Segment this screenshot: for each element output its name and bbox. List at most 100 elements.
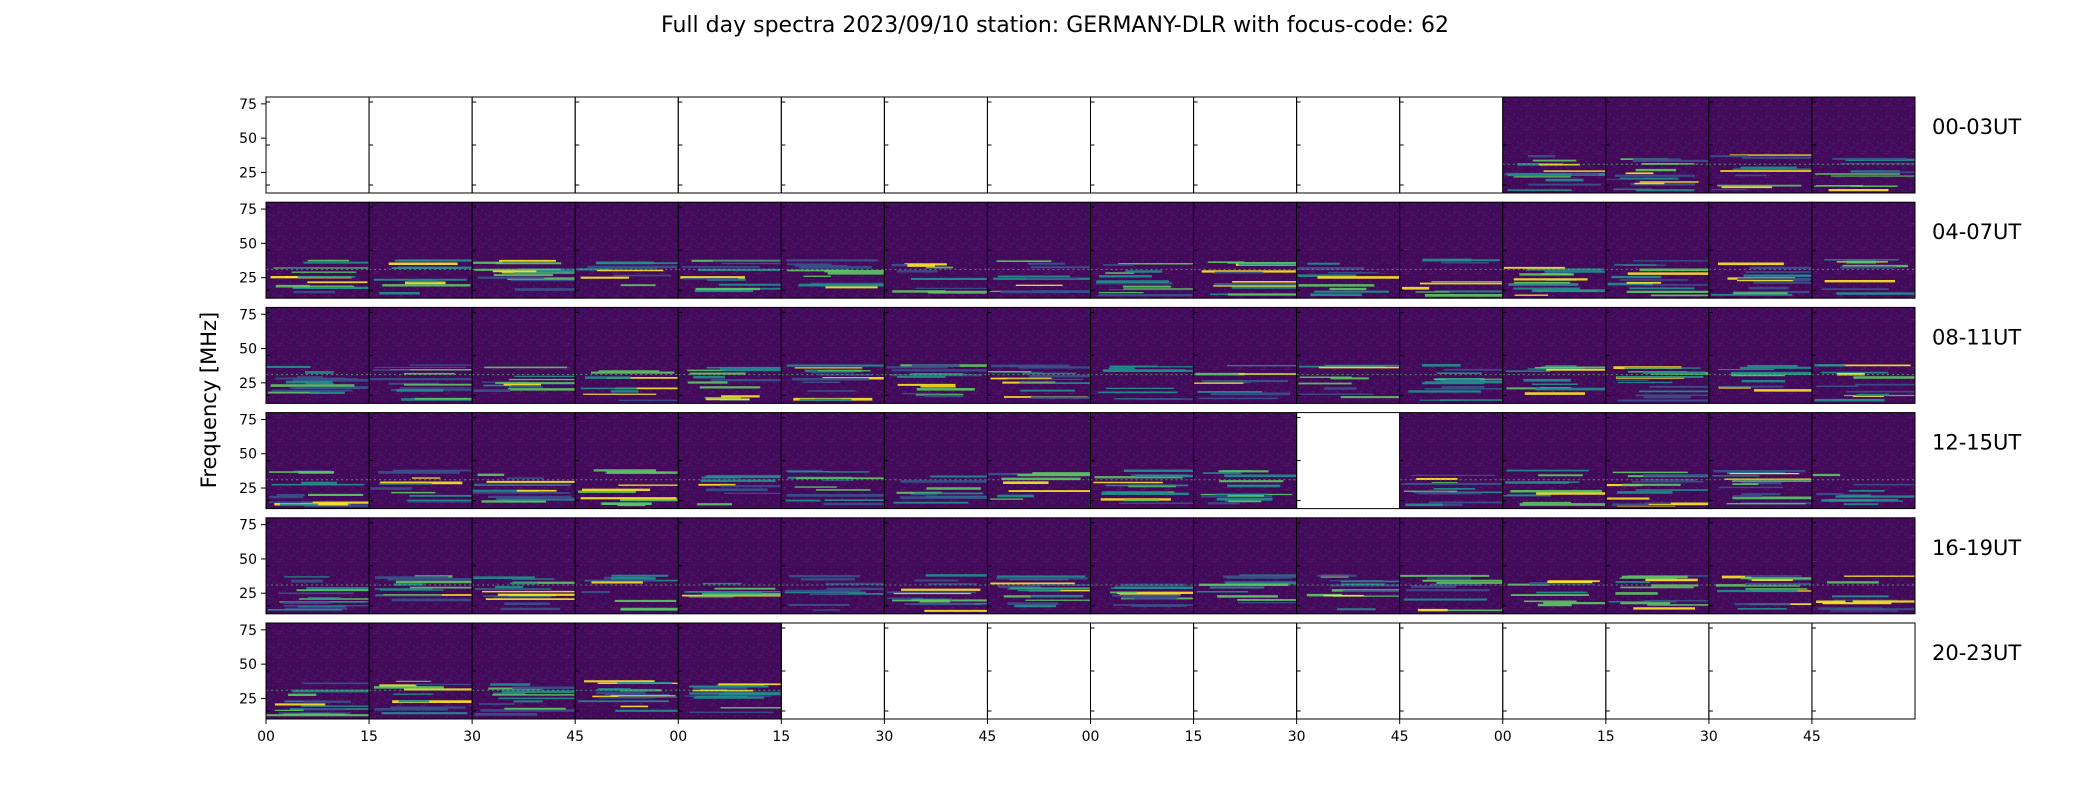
panel-frame [883, 96, 988, 194]
spectrum-background [369, 307, 473, 404]
spectrum-background [575, 517, 679, 614]
x-tick-label: 00 [669, 729, 687, 745]
spectrum-panel [1708, 96, 1813, 194]
spectrum-panel [677, 201, 782, 299]
panel-frame [574, 96, 679, 194]
spectrum-panel [1811, 96, 1916, 194]
spectrum-panel [1605, 306, 1710, 404]
spectrum-background [1296, 202, 1400, 299]
spectrum-panel [780, 96, 885, 194]
spectrum-panel [883, 622, 988, 720]
spectrum-panel [1296, 201, 1401, 299]
spectrum-panel [1399, 517, 1504, 615]
panel-frame [471, 96, 576, 194]
spectrum-panel [1090, 412, 1195, 510]
y-tick-label: 75 [239, 202, 257, 218]
spectrum-panel [471, 412, 576, 510]
spectrum-panel [1605, 622, 1710, 720]
spectrum-panel [677, 306, 782, 404]
spectrum-background [1193, 412, 1297, 509]
x-tick-label: 30 [875, 729, 893, 745]
panel-frame [1399, 96, 1504, 194]
panel-frame [986, 96, 1091, 194]
spectrum-background [1811, 412, 1915, 509]
spectrum-panel [883, 517, 988, 615]
spectrum-panel [883, 201, 988, 299]
spectrum-background [1502, 97, 1606, 193]
x-tick-label: 45 [566, 729, 584, 745]
x-tick-label: 15 [1185, 729, 1203, 745]
x-tick-label: 30 [1288, 729, 1306, 745]
spectrum-background [1811, 202, 1915, 299]
spectrum-panel [780, 412, 885, 510]
spectrum-panel [883, 306, 988, 404]
row-time-label: 04-07UT [1932, 220, 2021, 244]
panel-frame [1296, 622, 1401, 720]
y-tick-label: 75 [239, 623, 257, 639]
spectrum-panel [368, 201, 473, 299]
spectrum-panel [1605, 96, 1710, 194]
y-tick-label: 25 [239, 165, 257, 181]
y-tick-label: 25 [239, 481, 257, 497]
spectrum-background [1708, 412, 1812, 509]
spectrum-background [472, 517, 576, 614]
spectrum-panel [677, 96, 782, 194]
spectrum-panel [368, 412, 473, 510]
spectrum-background [678, 412, 782, 509]
spectrum-background [575, 623, 679, 719]
spectrum-panel [265, 306, 370, 404]
spectrum-background [1811, 517, 1915, 614]
spectrum-panel [1708, 622, 1813, 720]
spectrum-panel [1193, 306, 1298, 404]
spectrum-background [369, 623, 473, 719]
panel-frame [780, 96, 885, 194]
spectrum-panel [574, 622, 679, 720]
spectrum-background [472, 412, 576, 509]
spectrum-panel [574, 517, 679, 615]
spectrum-panel [986, 96, 1091, 194]
y-tick-label: 75 [239, 412, 257, 428]
panel-frame [1708, 622, 1813, 720]
y-tick-label: 50 [239, 552, 257, 568]
spectrum-panel [1502, 517, 1607, 615]
spectrum-panel [265, 517, 370, 615]
spectrum-background [678, 517, 782, 614]
spectrum-background [678, 307, 782, 404]
spectra-row: 75 50 25 16-19UT [239, 517, 2021, 615]
spectra-row: 75 50 25 12-15UT [239, 412, 2021, 510]
x-tick-label: 45 [1391, 729, 1409, 745]
spectrum-panel [1502, 306, 1607, 404]
panel-frame [1193, 96, 1298, 194]
spectrum-panel [574, 306, 679, 404]
x-tick-label: 00 [1082, 729, 1100, 745]
spectrum-background [266, 623, 370, 719]
spectrum-panel [368, 96, 473, 194]
spectrum-background [266, 202, 370, 299]
x-tick-label: 30 [463, 729, 481, 745]
spectrum-panel [265, 622, 370, 720]
spectrum-panel [1296, 96, 1401, 194]
spectrum-background [575, 307, 679, 404]
spectrum-panel [471, 306, 576, 404]
panel-frame [265, 96, 370, 194]
spectrum-panel [1399, 201, 1504, 299]
spectrum-panel [677, 517, 782, 615]
spectra-row: 75 50 25 04-07UT [239, 201, 2021, 299]
x-tick-label: 30 [1700, 729, 1718, 745]
spectrum-panel [1193, 622, 1298, 720]
spectrum-panel [780, 622, 885, 720]
spectrum-background [1193, 307, 1297, 404]
spectrum-panel [780, 306, 885, 404]
spectrum-background [1708, 202, 1812, 299]
spectrum-background [1193, 517, 1297, 614]
row-time-label: 00-03UT [1932, 115, 2021, 139]
spectrum-panel [1090, 201, 1195, 299]
spectrum-panel [1399, 622, 1504, 720]
spectrum-panel [1502, 412, 1607, 510]
spectrum-background [1399, 517, 1503, 614]
panel-frame [1811, 622, 1916, 720]
spectrum-panel [574, 201, 679, 299]
panel-frame [1502, 622, 1607, 720]
panel-frame [1090, 96, 1195, 194]
